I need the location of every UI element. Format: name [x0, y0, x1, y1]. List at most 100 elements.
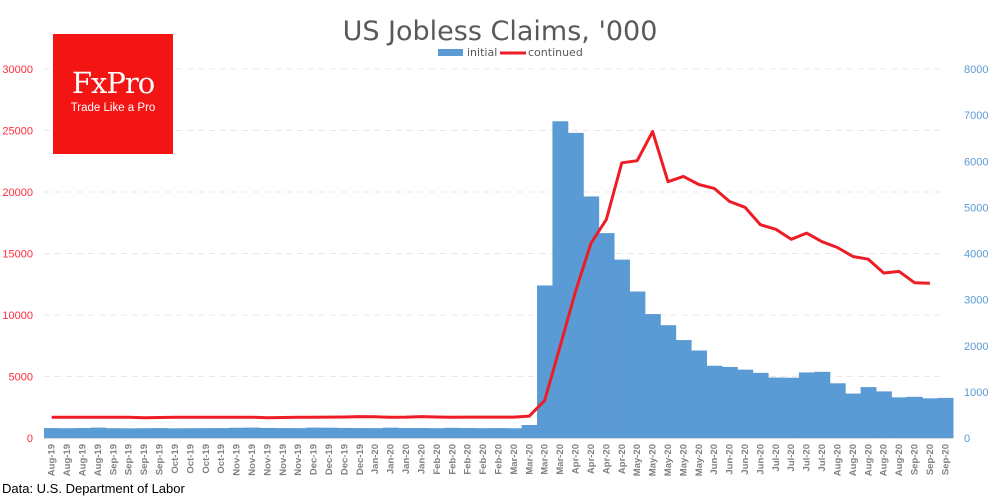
x-axis-tick-label: Jun-20: [725, 444, 736, 475]
initial-bar: [845, 393, 862, 438]
x-axis-tick-label: Sep-20: [910, 444, 921, 475]
x-axis-tick-label: Mar-20: [509, 444, 520, 475]
x-axis-tick-label: May-20: [632, 444, 643, 476]
initial-bar: [151, 428, 168, 438]
initial-bar: [891, 397, 908, 438]
initial-bar: [105, 428, 122, 438]
x-axis-tick-label: Aug-19: [78, 444, 89, 476]
x-axis-tick-label: Jan-20: [370, 444, 381, 474]
left-axis-tick-label: 30000: [2, 64, 33, 76]
right-axis-tick-label: 5000: [964, 202, 988, 214]
left-axis-tick-label: 5000: [9, 372, 33, 384]
initial-bar: [244, 427, 261, 438]
x-axis-tick-label: Apr-20: [617, 444, 628, 474]
left-axis-tick-label: 10000: [2, 310, 33, 322]
x-axis-tick-label: Mar-20: [555, 444, 566, 475]
initial-bar: [321, 427, 338, 438]
fxpro-logo: FxPro Trade Like a Pro: [53, 34, 173, 154]
right-axis-tick-label: 6000: [964, 156, 988, 168]
initial-bar: [629, 291, 646, 438]
x-axis-tick-label: Dec-19: [309, 444, 320, 475]
x-axis-tick-label: Aug-20: [879, 444, 890, 476]
x-axis-tick-label: Feb-20: [463, 444, 474, 475]
initial-bar: [167, 428, 184, 438]
initial-bar: [829, 383, 846, 438]
initial-bar: [44, 428, 60, 438]
initial-bar: [860, 387, 877, 438]
initial-bar: [121, 428, 137, 438]
initial-bar: [413, 428, 430, 438]
initial-bar: [182, 428, 199, 438]
x-axis-tick-label: Jun-20: [755, 444, 766, 475]
x-axis-tick-label: Jul-20: [817, 444, 828, 471]
right-axis-tick-label: 7000: [964, 110, 988, 122]
right-axis-tick-label: 3000: [964, 295, 988, 307]
x-axis-tick-label: May-20: [663, 444, 674, 476]
initial-bar: [398, 427, 415, 438]
x-axis-tick-label: Jul-20: [771, 444, 782, 471]
left-axis-tick-label: 20000: [2, 187, 33, 199]
x-axis-tick-label: Jun-20: [709, 444, 720, 475]
x-axis-tick-label: May-20: [678, 444, 689, 476]
initial-bar: [768, 377, 785, 438]
right-axis-tick-label: 4000: [964, 249, 988, 261]
right-axis: 0 1000 2000 3000 4000 5000 6000 7000 8000: [964, 64, 988, 445]
x-axis-tick-label: Jul-20: [786, 444, 797, 471]
x-axis-tick-label: May-20: [694, 444, 705, 476]
initial-bar: [691, 350, 707, 438]
initial-bar: [59, 428, 76, 438]
x-axis-tick-label: Feb-20: [494, 444, 505, 475]
left-axis-tick-label: 15000: [2, 249, 33, 261]
x-axis-tick-label: Dec-19: [355, 444, 366, 475]
x-axis-tick-label: May-20: [648, 444, 659, 476]
right-axis-tick-label: 2000: [964, 341, 988, 353]
x-axis-tick-label: Aug-20: [894, 444, 905, 476]
initial-bar: [937, 397, 954, 438]
x-axis-tick-label: Aug-20: [832, 444, 843, 476]
x-axis-tick-label: Sep-20: [925, 444, 936, 475]
initial-bar: [198, 428, 214, 438]
initial-bar: [644, 314, 661, 438]
legend-initial-swatch: [438, 49, 463, 56]
x-axis-tick-label: Jan-20: [386, 444, 397, 474]
initial-bar: [367, 428, 384, 438]
x-axis-tick-label: Aug-19: [93, 444, 104, 476]
x-axis-tick-label: Nov-19: [293, 444, 304, 476]
initial-bar: [660, 325, 677, 438]
right-axis-tick-label: 1000: [964, 387, 988, 399]
x-axis-tick-label: Feb-20: [478, 444, 489, 475]
legend-continued-label: continued: [528, 46, 583, 59]
x-axis-tick-label: Mar-20: [540, 444, 551, 475]
initial-bar: [552, 121, 569, 438]
initial-bar: [213, 428, 230, 438]
x-axis-tick-label: Oct-19: [201, 444, 212, 474]
logo-tagline: Trade Like a Pro: [70, 102, 156, 114]
legend: initial continued: [438, 46, 583, 59]
right-axis-tick-label: 8000: [964, 64, 988, 76]
initial-bar: [922, 398, 939, 438]
initial-bar: [814, 371, 831, 438]
x-axis-tick-label: Oct-19: [170, 444, 181, 474]
x-axis-tick-label: Jun-20: [740, 444, 751, 475]
x-axis-tick-label: Dec-19: [324, 444, 335, 475]
x-axis-tick-label: Nov-19: [278, 444, 289, 476]
initial-bar: [444, 427, 461, 438]
x-axis-tick-label: Sep-19: [108, 444, 119, 475]
initial-bar: [721, 366, 738, 438]
initial-bar: [614, 259, 630, 438]
left-axis: 0 5000 10000 15000 20000 25000 30000: [2, 64, 33, 445]
initial-bar: [459, 428, 476, 438]
initial-bar: [259, 427, 276, 438]
x-axis-tick-label: Nov-19: [247, 444, 258, 476]
legend-initial-label: initial: [467, 46, 497, 59]
initial-bar: [74, 428, 91, 438]
initial-bar: [706, 365, 723, 438]
initial-bar: [90, 427, 107, 438]
initial-bar: [737, 369, 754, 438]
initial-bar: [136, 428, 153, 438]
x-axis-tick-label: Sep-19: [155, 444, 166, 475]
initial-bar: [290, 428, 307, 438]
x-axis-tick-label: Dec-19: [339, 444, 350, 475]
initial-bar: [783, 377, 800, 438]
